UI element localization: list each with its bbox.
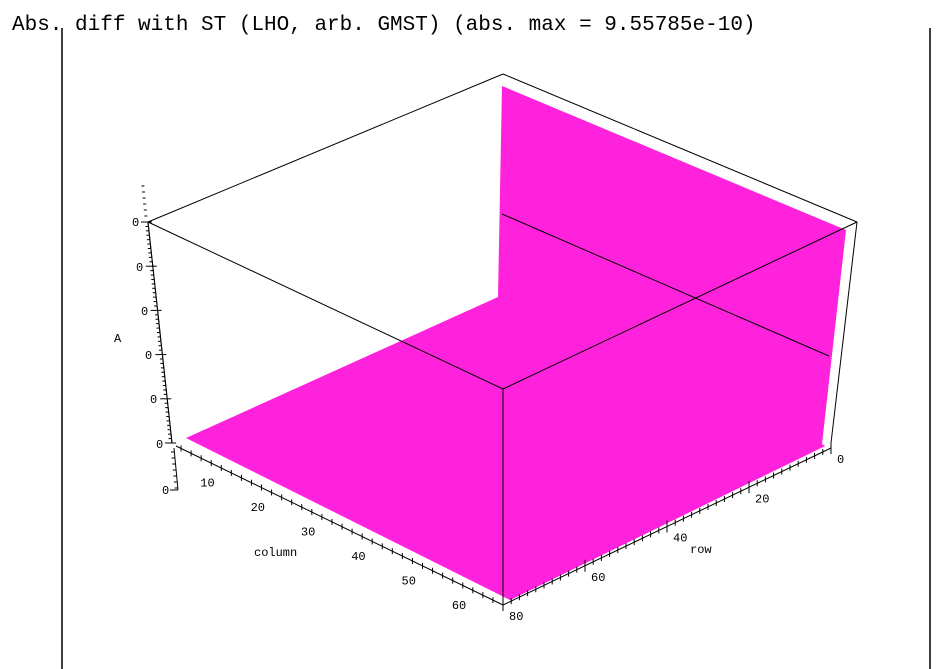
a-axis-label: A <box>114 332 122 346</box>
a-tick-label: 0 <box>136 261 143 275</box>
box-edge-top-left <box>147 73 504 223</box>
wall-surface <box>498 86 846 600</box>
box-edge-right-vertical <box>830 221 858 444</box>
a-tick-label: 0 <box>132 216 139 230</box>
row-tick-label: 60 <box>591 571 605 585</box>
wall-mid-line <box>501 213 830 357</box>
chart-title: Abs. diff with ST (LHO, arb. GMST) (abs.… <box>12 14 756 37</box>
a-tick-label: 0 <box>162 484 169 498</box>
box-line-top-right-front <box>502 221 858 390</box>
column-tick-labels: 10 20 30 40 50 60 <box>200 476 466 612</box>
column-axis <box>175 445 504 606</box>
row-axis-label: row <box>690 543 712 557</box>
box-line-top-left-front <box>147 221 504 390</box>
front-box-edges <box>147 213 858 603</box>
row-tick-label: 40 <box>673 532 687 546</box>
column-tick-label: 30 <box>301 525 315 539</box>
column-tick-label: 20 <box>251 501 265 515</box>
row-tick-marks <box>502 442 832 611</box>
a-tick-labels: 0 0 0 0 0 0 0 <box>132 216 169 498</box>
row-tick-label: 80 <box>509 610 523 624</box>
column-axis-label: column <box>254 546 297 560</box>
lower-stub-line <box>173 447 179 491</box>
column-tick-label: 10 <box>200 476 214 490</box>
a-tick-label: 0 <box>156 438 163 452</box>
a-tick-marks <box>141 185 178 491</box>
row-tick-labels: 0 20 40 60 80 <box>509 453 844 624</box>
lower-stub <box>173 447 179 491</box>
row-tick-label: 0 <box>837 453 844 467</box>
a-tick-label: 0 <box>145 349 152 363</box>
column-tick-label: 50 <box>402 574 416 588</box>
row-tick-label: 20 <box>755 492 769 506</box>
column-tick-label: 40 <box>351 550 365 564</box>
a-tick-label: 0 <box>141 305 148 319</box>
box-edge-top-right <box>502 73 858 223</box>
column-axis-line <box>175 445 504 606</box>
column-tick-marks <box>180 445 504 608</box>
a-tick-label: 0 <box>150 393 157 407</box>
column-tick-label: 60 <box>452 599 466 613</box>
